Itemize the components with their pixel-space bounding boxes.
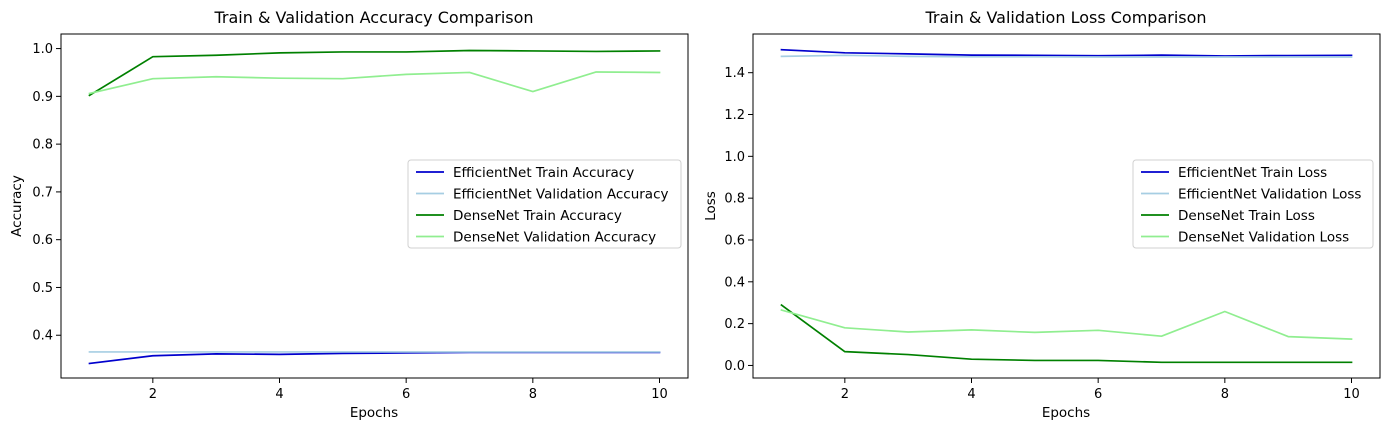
accuracy-y-tick-label: 0.8 — [32, 138, 53, 153]
loss-series-line-4 — [782, 310, 1352, 339]
accuracy-series-line-3 — [90, 50, 660, 95]
loss-series-line-3 — [782, 305, 1352, 362]
loss-legend-label-3: DenseNet Train Loss — [1178, 208, 1315, 224]
loss-legend-label-2: EfficientNet Validation Loss — [1178, 187, 1361, 203]
accuracy-x-tick-label: 6 — [402, 387, 410, 402]
accuracy-legend-label-4: DenseNet Validation Accuracy — [453, 230, 656, 246]
loss-y-tick-label: 1.4 — [724, 66, 745, 81]
loss-chart: Train & Validation Loss Comparison Epoch… — [703, 8, 1380, 421]
loss-plot-area: 2 4 6 8 10 0.0 0.2 0.4 0.6 0.8 1.0 1.2 1.4 EfficientN… — [724, 34, 1380, 402]
loss-x-tick-label: 8 — [1221, 387, 1229, 402]
loss-legend-label-4: DenseNet Validation Loss — [1178, 230, 1349, 246]
loss-legend: EfficientNet Train Loss EfficientNet Vali… — [1133, 160, 1373, 248]
accuracy-plot-area: 2 4 6 8 10 0.4 0.5 0.6 0.7 0.8 0.9 1.0 EfficientNet … — [32, 34, 688, 402]
loss-y-tick-label: 0.0 — [724, 359, 745, 374]
loss-y-tick-label: 1.2 — [724, 108, 745, 123]
accuracy-chart: Train & Validation Accuracy Comparison E… — [9, 8, 688, 421]
accuracy-x-tick-label: 4 — [275, 387, 283, 402]
accuracy-y-tick-label: 0.7 — [32, 185, 53, 200]
accuracy-y-tick-label: 0.4 — [32, 329, 53, 344]
accuracy-y-tick-label: 0.9 — [32, 90, 53, 105]
loss-legend-label-1: EfficientNet Train Loss — [1178, 165, 1327, 181]
accuracy-series-line-1 — [90, 352, 660, 363]
accuracy-y-tick-label: 0.6 — [32, 233, 53, 248]
loss-x-tick-label: 10 — [1343, 387, 1360, 402]
accuracy-legend: EfficientNet Train Accuracy EfficientNet … — [408, 160, 681, 248]
accuracy-y-tick-label: 1.0 — [32, 42, 53, 57]
loss-y-tick-label: 0.6 — [724, 233, 745, 248]
loss-y-tick-label: 0.4 — [724, 275, 745, 290]
accuracy-y-axis-label: Accuracy — [9, 175, 25, 237]
accuracy-series-line-4 — [90, 72, 660, 94]
loss-chart-title: Train & Validation Loss Comparison — [924, 8, 1206, 27]
accuracy-x-tick-label: 10 — [651, 387, 668, 402]
loss-x-tick-label: 4 — [967, 387, 975, 402]
loss-y-tick-label: 1.0 — [724, 150, 745, 165]
accuracy-legend-label-1: EfficientNet Train Accuracy — [453, 165, 634, 181]
loss-x-axis-label: Epochs — [1042, 405, 1090, 421]
accuracy-x-tick-label: 2 — [149, 387, 157, 402]
loss-x-tick-label: 2 — [841, 387, 849, 402]
loss-x-tick-label: 6 — [1094, 387, 1102, 402]
accuracy-y-tick-label: 0.5 — [32, 281, 53, 296]
accuracy-legend-label-3: DenseNet Train Accuracy — [453, 208, 622, 224]
loss-y-tick-label: 0.2 — [724, 317, 745, 332]
accuracy-x-axis-label: Epochs — [350, 405, 398, 421]
accuracy-legend-label-2: EfficientNet Validation Accuracy — [453, 187, 669, 203]
accuracy-chart-title: Train & Validation Accuracy Comparison — [213, 8, 533, 27]
loss-y-tick-label: 0.8 — [724, 192, 745, 207]
accuracy-x-tick-label: 8 — [529, 387, 537, 402]
loss-y-axis-label: Loss — [703, 191, 719, 221]
